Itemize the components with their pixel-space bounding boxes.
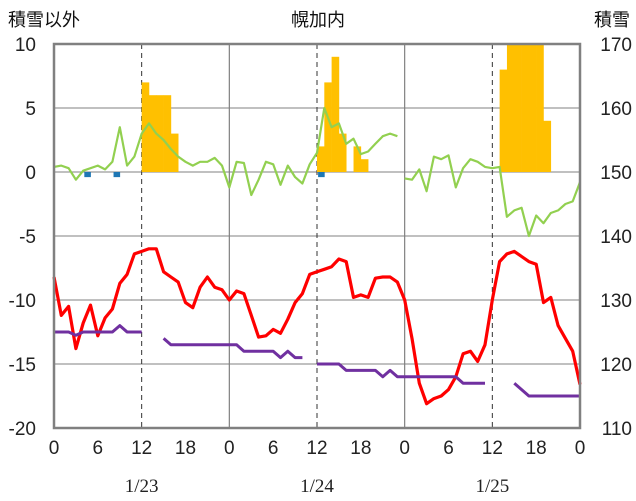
x-tick-label: 12 — [131, 438, 152, 459]
left-tick-label: 0 — [25, 163, 36, 184]
left-tick-label: 10 — [15, 35, 36, 56]
date-label: 1/23 — [125, 476, 159, 497]
snowfall-bar — [521, 44, 530, 172]
snowfall-bar — [148, 95, 157, 172]
snowfall-bar — [536, 44, 544, 172]
snowfall-bar — [499, 69, 508, 172]
left-tick-label: -15 — [9, 355, 36, 376]
temperature-series — [52, 247, 582, 406]
left-tick-label: 5 — [25, 99, 36, 120]
precip-bars — [84, 172, 325, 178]
snowfall-bar — [338, 133, 347, 172]
snowfall-bar — [506, 44, 515, 172]
snowfall-bar — [331, 56, 340, 172]
right-tick-label: 170 — [600, 35, 632, 56]
snow-depth-series — [54, 324, 580, 398]
x-tick-label: 0 — [575, 438, 586, 459]
x-tick-label: 18 — [526, 438, 547, 459]
snowfall-bar — [528, 44, 537, 172]
temperature-line — [52, 247, 582, 406]
right-tick-label: 150 — [600, 163, 632, 184]
date-label: 1/24 — [300, 476, 334, 497]
precip-bar — [113, 172, 121, 178]
left-tick-label: -10 — [9, 291, 36, 312]
date-labels: 1/23 1/24 1/25 — [125, 476, 509, 497]
right-tick-label: 130 — [600, 291, 632, 312]
date-label: 1/25 — [475, 476, 509, 497]
right-tick-label: 120 — [600, 355, 632, 376]
right-axis-title: 積雪 — [594, 10, 630, 31]
x-tick-label: 12 — [482, 438, 503, 459]
snowfall-bar — [360, 159, 369, 172]
snow-depth-line — [54, 324, 142, 337]
snowfall-bar — [163, 95, 172, 172]
right-tick-label: 140 — [600, 227, 632, 248]
wind-line — [404, 154, 582, 238]
left-tick-label: -5 — [19, 227, 36, 248]
x-tick-label: 6 — [443, 438, 454, 459]
wind-series — [53, 106, 582, 238]
x-tick-label: 0 — [49, 438, 60, 459]
right-tick-labels: 170 160 150 140 130 120 110 — [600, 35, 632, 440]
left-tick-labels: 10 5 0 -5 -10 -15 -20 — [9, 35, 36, 440]
x-tick-label: 6 — [268, 438, 279, 459]
right-tick-label: 160 — [600, 99, 632, 120]
precip-bar — [84, 172, 91, 178]
x-tick-labels: 0 6 12 18 0 6 12 18 0 6 12 18 0 — [49, 438, 586, 459]
x-tick-label: 0 — [399, 438, 410, 459]
left-tick-label: -20 — [9, 419, 36, 440]
snowfall-bar — [543, 120, 552, 172]
snowfall-bar — [317, 146, 325, 172]
snowfall-bar — [514, 44, 522, 172]
x-tick-label: 12 — [306, 438, 327, 459]
x-tick-label: 18 — [350, 438, 371, 459]
right-tick-label: 110 — [602, 419, 632, 440]
left-axis-title: 積雪以外 — [8, 10, 80, 31]
plot-frame — [52, 42, 582, 430]
x-tick-label: 0 — [224, 438, 235, 459]
precip-bar — [318, 172, 325, 178]
snowfall-bar — [156, 95, 164, 172]
snowfall-bar — [324, 82, 332, 172]
x-tick-label: 18 — [175, 438, 196, 459]
wind-line — [53, 106, 398, 197]
snow-depth-line — [162, 337, 580, 398]
chart-title: 幌加内 — [291, 10, 345, 31]
x-tick-label: 6 — [93, 438, 104, 459]
snowfall-bar — [353, 146, 362, 172]
